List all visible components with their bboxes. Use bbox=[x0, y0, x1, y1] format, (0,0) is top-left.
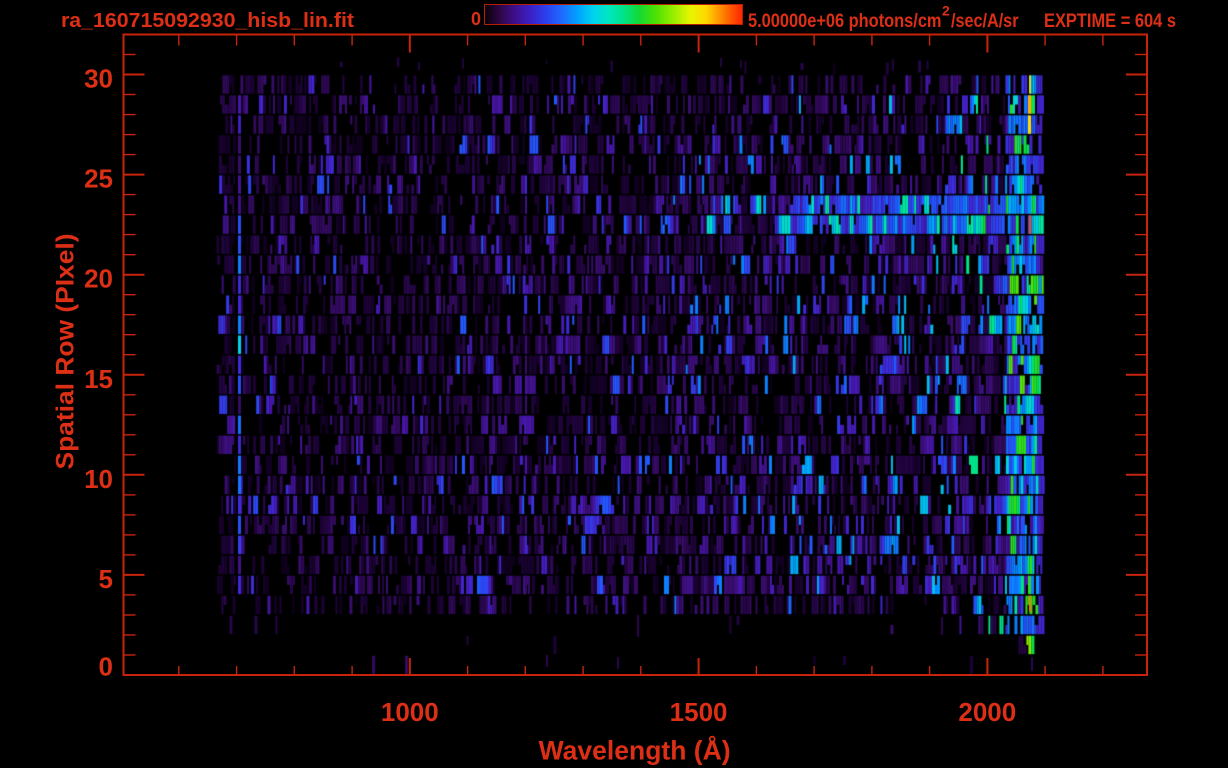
svg-text:ra_160715092930_hisb_lin.fit: ra_160715092930_hisb_lin.fit bbox=[61, 10, 354, 32]
svg-text:0: 0 bbox=[471, 9, 481, 29]
svg-text:5: 5 bbox=[99, 564, 113, 594]
svg-text:10: 10 bbox=[84, 464, 113, 494]
svg-text:5.00000e+06 photons/cm: 5.00000e+06 photons/cm bbox=[748, 11, 942, 32]
svg-text:Spatial Row (PIxel): Spatial Row (PIxel) bbox=[51, 234, 79, 470]
svg-text:/sec/A/sr: /sec/A/sr bbox=[951, 11, 1019, 32]
svg-text:2: 2 bbox=[942, 3, 950, 19]
svg-text:EXPTIME = 604 s: EXPTIME = 604 s bbox=[1044, 11, 1176, 32]
svg-text:2000: 2000 bbox=[958, 697, 1016, 727]
svg-text:30: 30 bbox=[84, 64, 113, 94]
svg-text:15: 15 bbox=[84, 364, 113, 394]
svg-text:0: 0 bbox=[99, 651, 113, 681]
svg-text:20: 20 bbox=[84, 264, 113, 294]
svg-text:1500: 1500 bbox=[670, 697, 728, 727]
svg-text:25: 25 bbox=[84, 164, 113, 194]
svg-text:Wavelength (Å): Wavelength (Å) bbox=[539, 735, 731, 766]
svg-text:1000: 1000 bbox=[381, 697, 439, 727]
